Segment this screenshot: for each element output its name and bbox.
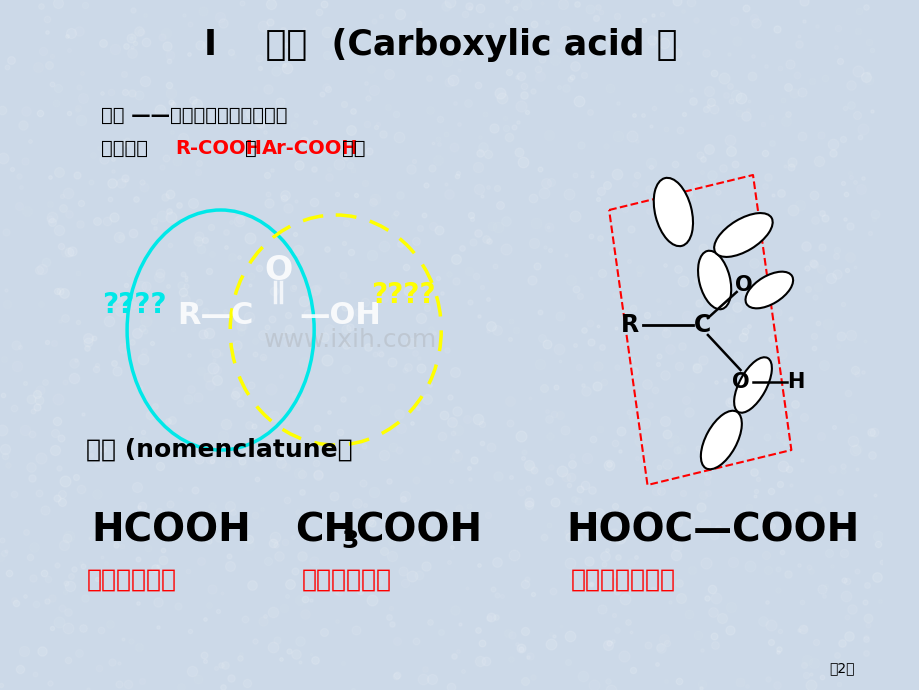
Text: O: O: [733, 275, 752, 295]
Text: 乙酸（醋酸）: 乙酸（醋酸）: [301, 568, 391, 592]
Text: O: O: [731, 372, 749, 392]
Text: HCOOH: HCOOH: [91, 511, 251, 549]
Text: 第2页: 第2页: [829, 661, 854, 675]
Text: ????: ????: [102, 291, 166, 319]
Text: 用通式：: 用通式：: [100, 139, 148, 157]
Text: 乙二酸（草酸）: 乙二酸（草酸）: [570, 568, 675, 592]
Text: 甲酸（蚁酸）: 甲酸（蚁酸）: [86, 568, 176, 592]
Text: O: O: [264, 253, 292, 286]
Text: COOH: COOH: [355, 511, 482, 549]
Text: R: R: [620, 313, 639, 337]
Text: Ar-COOH: Ar-COOH: [262, 139, 358, 157]
Ellipse shape: [698, 250, 731, 309]
Text: HOOC—COOH: HOOC—COOH: [565, 511, 858, 549]
Text: C: C: [693, 313, 710, 337]
Text: 羧酸 ——分子中含有羧基化合物: 羧酸 ——分子中含有羧基化合物: [100, 106, 287, 124]
Text: R-COOH: R-COOH: [176, 139, 262, 157]
Text: CH: CH: [295, 511, 357, 549]
Text: ????: ????: [370, 281, 435, 309]
Ellipse shape: [653, 178, 692, 246]
Text: Ⅰ    羧酸  (Carboxylic acid ）: Ⅰ 羧酸 (Carboxylic acid ）: [204, 28, 677, 62]
Text: 或: 或: [244, 139, 256, 157]
Text: www.ixih.com: www.ixih.com: [263, 328, 437, 352]
Text: —OH: —OH: [300, 301, 381, 330]
Text: 表示: 表示: [342, 139, 366, 157]
Text: H: H: [787, 372, 804, 392]
Ellipse shape: [700, 411, 741, 469]
Ellipse shape: [713, 213, 772, 257]
Text: R—C: R—C: [177, 301, 254, 330]
Text: 命名 (nomenclatune）: 命名 (nomenclatune）: [86, 438, 353, 462]
Ellipse shape: [744, 272, 792, 308]
Text: 3: 3: [341, 529, 358, 553]
Ellipse shape: [733, 357, 771, 413]
